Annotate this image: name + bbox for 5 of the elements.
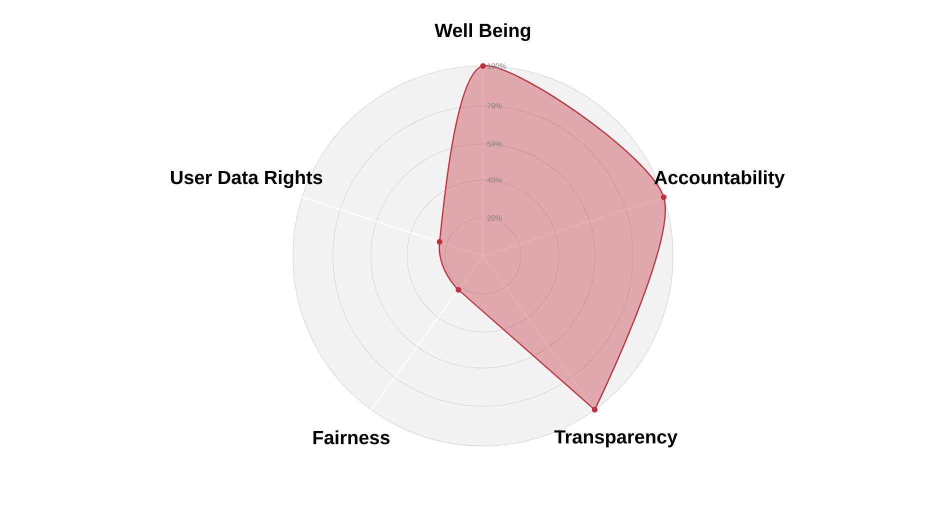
spoke-label: Fairness [313, 430, 390, 444]
spoke-label: Well Being [434, 23, 530, 41]
spoke-label: User Data Rights [171, 170, 322, 188]
spoke-label: Transparency [554, 430, 678, 448]
spoke-label: Accountability [654, 170, 785, 188]
